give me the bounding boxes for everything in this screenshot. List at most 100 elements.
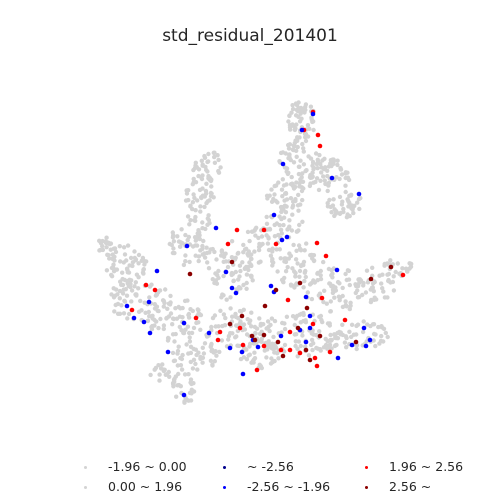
map-point-low (190, 308, 195, 314)
map-point-low (183, 198, 189, 203)
map-point-low (335, 279, 341, 285)
map-point-low (115, 311, 121, 316)
map-point-low (310, 159, 316, 165)
map-point-low (196, 167, 202, 172)
map-point-low (290, 212, 295, 217)
map-point-low (358, 195, 363, 201)
map-point-low (205, 216, 210, 221)
map-point-low (327, 342, 333, 347)
map-point-low (258, 363, 263, 369)
map-point-low (160, 362, 165, 367)
map-point-low (252, 350, 257, 355)
map-point-pos-mid (287, 329, 293, 335)
map-point-low (381, 289, 386, 294)
map-point-low (256, 235, 261, 241)
legend-label-neg-mid: -2.56 ~ -1.96 (247, 479, 331, 494)
map-point-low (170, 332, 176, 337)
map-point-low (266, 247, 272, 253)
map-point-low (100, 247, 106, 253)
map-point-low (200, 345, 205, 350)
map-point-low (196, 320, 201, 325)
map-point-low (303, 318, 308, 323)
map-point-low (250, 358, 256, 363)
map-point-low (183, 327, 188, 332)
map-point-low (294, 148, 299, 153)
map-point-low (192, 195, 197, 201)
map-point-low (221, 273, 226, 279)
map-point-low (319, 170, 324, 175)
legend-label-pos-low: 0.00 ~ 1.96 (108, 479, 183, 494)
map-point-low (407, 261, 412, 266)
map-point-low (212, 313, 218, 318)
map-point-low (188, 398, 194, 403)
map-point-low (315, 166, 320, 171)
map-point-low (152, 317, 157, 323)
map-point-low (279, 216, 284, 222)
map-point-low (356, 294, 362, 300)
map-point-low (245, 264, 251, 270)
map-point-low (149, 314, 154, 319)
map-point-low (344, 345, 349, 350)
map-point-neg-mid (335, 355, 341, 361)
map-point-low (331, 197, 336, 202)
map-point-low (228, 331, 233, 336)
map-point-low (130, 260, 136, 265)
map-point-low (204, 181, 209, 186)
map-point-low (166, 314, 172, 319)
map-point-pos-mid (327, 349, 333, 355)
map-point-low (317, 329, 322, 334)
map-point-low (167, 241, 172, 247)
map-point-low (240, 260, 245, 265)
map-point-low (186, 312, 191, 318)
map-point-low (190, 206, 195, 212)
map-point-low (206, 173, 211, 179)
map-point-low (152, 302, 157, 307)
map-point-low (134, 272, 140, 277)
map-point-neg-mid (303, 339, 309, 345)
map-point-low (315, 270, 320, 276)
map-point-low (373, 343, 378, 349)
map-point-low (296, 171, 302, 177)
map-point-low (380, 286, 385, 291)
map-point-low (403, 266, 409, 271)
map-point-low (301, 259, 307, 265)
map-point-low (346, 204, 351, 209)
map-point-low (347, 282, 352, 288)
map-point-low (117, 288, 123, 294)
map-point-low (192, 218, 197, 223)
map-point-low (361, 319, 366, 324)
map-point-low (287, 251, 292, 256)
map-point-low (337, 330, 342, 336)
map-point-low (157, 372, 162, 377)
map-point-low (329, 210, 334, 215)
map-point-low (393, 269, 398, 275)
map-point-low (179, 356, 185, 362)
map-point-pos-extreme (368, 276, 374, 282)
map-point-low (340, 322, 345, 327)
map-point-low (223, 259, 229, 264)
map-point-low (182, 399, 187, 404)
map-point-low (345, 175, 351, 180)
map-point-low (120, 270, 125, 275)
map-point-pos-mid (234, 227, 240, 233)
map-point-low (205, 169, 210, 174)
map-point-pos-mid (312, 355, 318, 361)
map-point-low (113, 302, 118, 308)
map-point-low (323, 181, 328, 187)
map-point-low (329, 346, 334, 351)
map-point-low (202, 204, 207, 210)
map-point-low (175, 234, 180, 239)
map-point-low (119, 282, 124, 287)
map-point-neg-mid (299, 127, 305, 133)
map-point-low (383, 330, 388, 336)
map-point-low (350, 205, 356, 210)
map-point-low (160, 298, 166, 303)
map-point-low (328, 332, 333, 338)
map-point-low (354, 332, 359, 337)
map-point-low (322, 156, 327, 161)
map-point-low (200, 360, 205, 365)
map-point-low (330, 275, 335, 280)
map-point-low (196, 350, 201, 355)
map-point-low (111, 295, 117, 300)
map-point-low (239, 309, 244, 314)
